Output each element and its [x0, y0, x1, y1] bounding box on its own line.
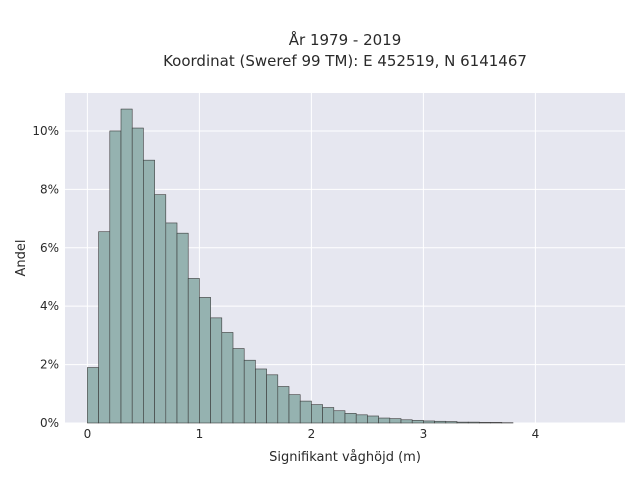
- histogram-bar: [255, 368, 267, 424]
- bars: [87, 108, 514, 424]
- y-tick-label: 6%: [40, 241, 59, 255]
- y-tick-label: 8%: [40, 182, 59, 196]
- histogram-bar: [322, 407, 335, 424]
- histogram-bar: [423, 420, 435, 424]
- histogram-bar: [187, 278, 200, 424]
- y-tick-label: 0%: [40, 416, 59, 430]
- x-tick-label: 2: [308, 427, 316, 441]
- histogram-bar: [109, 130, 122, 424]
- y-axis-ticks: 0% 2% 4% 6% 8% 10%: [32, 124, 59, 430]
- histogram-bar: [355, 414, 368, 424]
- x-tick-label: 4: [532, 427, 540, 441]
- histogram-bar: [98, 231, 111, 424]
- x-tick-label: 3: [420, 427, 428, 441]
- histogram-bar: [311, 404, 323, 424]
- chart-subtitle: Koordinat (Sweref 99 TM): E 452519, N 61…: [163, 52, 527, 70]
- histogram-bar: [367, 415, 379, 424]
- histogram-bar: [445, 421, 458, 424]
- histogram-bar: [165, 222, 178, 424]
- histogram-bar: [87, 367, 99, 424]
- histogram-bar: [143, 159, 155, 424]
- x-tick-label: 0: [84, 427, 92, 441]
- histogram-bar: [288, 394, 301, 424]
- histogram-bar: [176, 232, 189, 424]
- histogram-bar: [333, 410, 346, 424]
- histogram-bar: [266, 374, 279, 424]
- y-tick-label: 2%: [40, 358, 59, 372]
- histogram-bar: [131, 127, 144, 424]
- histogram-bar: [120, 108, 133, 424]
- histogram-bar: [221, 332, 234, 424]
- histogram-bar: [199, 297, 211, 424]
- histogram-bar: [400, 419, 413, 424]
- histogram-bar: [490, 422, 503, 424]
- histogram-bar: [243, 359, 256, 424]
- histogram-bar: [299, 400, 312, 424]
- chart-title: År 1979 - 2019: [289, 30, 402, 49]
- x-axis-ticks: 0 1 2 3 4: [84, 427, 540, 441]
- histogram-bar: [232, 348, 245, 424]
- histogram-bar: [154, 194, 167, 424]
- x-axis-label: Signifikant våghöjd (m): [269, 450, 421, 465]
- histogram-bar: [277, 386, 290, 424]
- histogram-bar: [378, 417, 391, 424]
- histogram-bar: [389, 418, 402, 424]
- histogram-bar: [467, 421, 480, 424]
- histogram-bar: [210, 317, 223, 424]
- histogram-bar: [479, 422, 491, 424]
- x-tick-label: 1: [196, 427, 204, 441]
- histogram-bar: [344, 413, 357, 424]
- histogram-bar: [456, 421, 469, 424]
- histogram-bar: [411, 420, 424, 424]
- histogram-bar: [434, 420, 447, 424]
- y-axis-label: Andel: [14, 240, 29, 277]
- y-tick-label: 4%: [40, 299, 59, 313]
- y-tick-label: 10%: [32, 124, 59, 138]
